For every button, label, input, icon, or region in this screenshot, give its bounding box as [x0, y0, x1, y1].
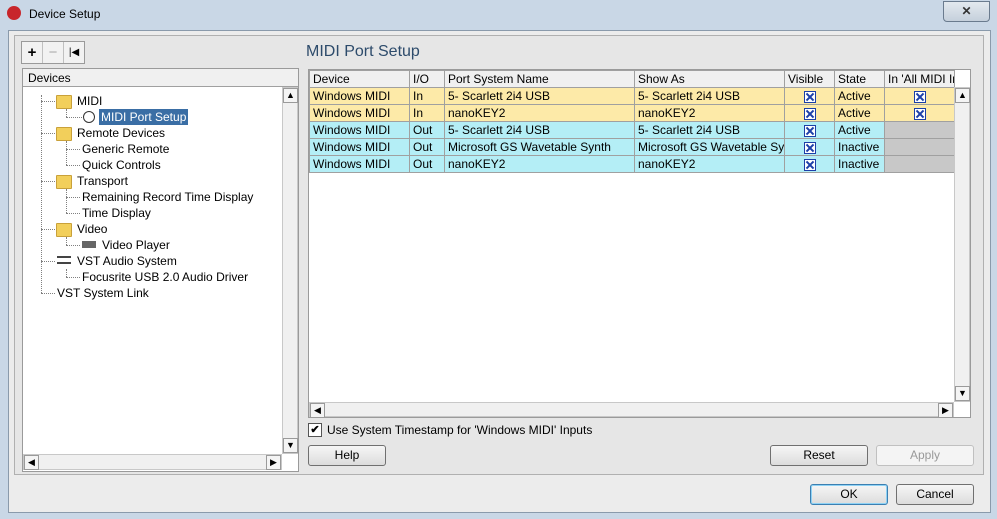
port-row: Windows MIDI In nanoKEY2 nanoKEY2 Active [309, 104, 955, 122]
in-all-cell [884, 121, 955, 139]
port-row: Windows MIDI Out Microsoft GS Wavetable Sy… [309, 138, 955, 156]
port-row: Windows MIDI In 5- Scarlett 2i4 USB 5- Scar… [309, 87, 955, 105]
timestamp-checkbox[interactable]: ✔ [308, 423, 322, 437]
show-as-cell: Microsoft GS Wavetable Synth [634, 138, 785, 156]
visible-cell [784, 87, 835, 105]
visible-checkbox[interactable] [803, 158, 816, 171]
state-cell: Active [834, 104, 885, 122]
column-header: State [834, 70, 885, 88]
close-button[interactable]: ✕ [943, 1, 990, 22]
show-as-cell: nanoKEY2 [634, 155, 785, 173]
port-table-frame: Device I/O Port System Name Show As Visible S… [308, 69, 971, 418]
table-vertical-scrollbar[interactable]: ▲ ▼ [954, 87, 970, 402]
remove-button[interactable]: − [43, 42, 64, 63]
port-cell: 5- Scarlett 2i4 USB [444, 121, 635, 139]
io-cell: In [409, 104, 445, 122]
help-button[interactable]: Help [308, 445, 386, 466]
state-cell: Inactive [834, 138, 885, 156]
timestamp-label: Use System Timestamp for 'Windows MIDI' … [327, 423, 593, 437]
device-cell: Windows MIDI [309, 138, 410, 156]
visible-cell [784, 138, 835, 156]
in-all-cell [884, 104, 955, 122]
cancel-button[interactable]: Cancel [896, 484, 974, 505]
visible-checkbox[interactable] [803, 141, 816, 154]
device-cell: Windows MIDI [309, 121, 410, 139]
tree-item[interactable]: Remote Devices [77, 126, 166, 140]
in-all-cell [884, 138, 955, 156]
port-cell: 5- Scarlett 2i4 USB [444, 87, 635, 105]
visible-cell [784, 121, 835, 139]
port-cell: nanoKEY2 [444, 155, 635, 173]
ok-button[interactable]: OK [810, 484, 888, 505]
app-icon [7, 6, 21, 20]
header-text: Devices [28, 71, 71, 85]
window-title: Device Setup [29, 7, 101, 21]
column-header: Visible [784, 70, 835, 88]
device-cell: Windows MIDI [309, 87, 410, 105]
reset-device-button[interactable]: |◀ [68, 47, 80, 58]
column-header: I/O [409, 70, 445, 88]
port-row: Windows MIDI Out 5- Scarlett 2i4 USB 5- Sca… [309, 121, 955, 139]
tree-item[interactable]: Time Display [82, 206, 151, 220]
toolbar: + − |◀ [21, 41, 85, 64]
io-cell: Out [409, 138, 445, 156]
in-all-cell [884, 87, 955, 105]
devices-header: Devices [23, 69, 298, 87]
horizontal-scrollbar[interactable]: ◀ ▶ [23, 454, 282, 470]
tree-item[interactable]: Focusrite USB 2.0 Audio Driver [82, 270, 249, 284]
state-cell: Inactive [834, 155, 885, 173]
show-as-cell: 5- Scarlett 2i4 USB [634, 121, 785, 139]
visible-cell [784, 155, 835, 173]
io-cell: In [409, 87, 445, 105]
io-cell: Out [409, 121, 445, 139]
tree-item[interactable]: Remaining Record Time Display [82, 190, 254, 204]
port-row: Windows MIDI Out nanoKEY2 nanoKEY2 Inactive [309, 155, 955, 173]
column-header: In 'All MIDI In [884, 70, 955, 88]
state-cell: Active [834, 121, 885, 139]
tree-item[interactable]: Video [77, 222, 108, 236]
port-cell: Microsoft GS Wavetable Synth [444, 138, 635, 156]
in-all-cell [884, 155, 955, 173]
vertical-scrollbar[interactable]: ▲ ▼ [282, 87, 298, 454]
tree-item[interactable]: VST System Link [57, 286, 149, 300]
visible-checkbox[interactable] [803, 90, 816, 103]
in-all-checkbox[interactable] [913, 90, 926, 103]
reset-button[interactable]: Reset [770, 445, 868, 466]
io-cell: Out [409, 155, 445, 173]
apply-button: Apply [876, 445, 974, 466]
device-tree: MIDI MIDI Port Setup Remote Devices Gene… [23, 87, 282, 453]
column-header: Show As [634, 70, 785, 88]
state-cell: Active [834, 87, 885, 105]
port-table: Device I/O Port System Name Show As Visible S… [309, 70, 955, 173]
tree-item[interactable]: MIDI [77, 94, 103, 108]
tree-item[interactable]: Generic Remote [82, 142, 170, 156]
column-header: Device [309, 70, 410, 88]
port-cell: nanoKEY2 [444, 104, 635, 122]
visible-cell [784, 104, 835, 122]
tree-item-selected[interactable]: MIDI Port Setup [99, 109, 189, 125]
in-all-checkbox[interactable] [913, 107, 926, 120]
tree-item[interactable]: Quick Controls [82, 158, 161, 172]
show-as-cell: nanoKEY2 [634, 104, 785, 122]
device-cell: Windows MIDI [309, 104, 410, 122]
devices-panel: Devices MIDI MIDI Port Setup Remote Devi… [22, 68, 299, 472]
tree-item[interactable]: Transport [77, 174, 128, 188]
table-horizontal-scrollbar[interactable]: ◀ ▶ [309, 402, 954, 417]
add-button[interactable]: + [22, 42, 43, 63]
visible-checkbox[interactable] [803, 124, 816, 137]
show-as-cell: 5- Scarlett 2i4 USB [634, 87, 785, 105]
column-header: Port System Name [444, 70, 635, 88]
section-title: MIDI Port Setup [306, 43, 420, 60]
device-cell: Windows MIDI [309, 155, 410, 173]
tree-item[interactable]: Video Player [102, 238, 170, 252]
tree-item[interactable]: VST Audio System [77, 254, 177, 268]
visible-checkbox[interactable] [803, 107, 816, 120]
